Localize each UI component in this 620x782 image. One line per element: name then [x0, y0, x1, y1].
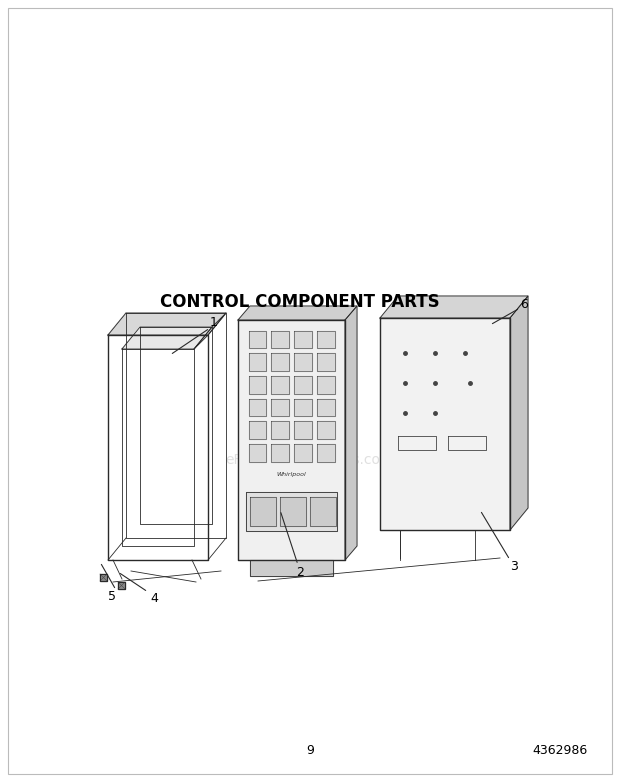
Text: 1: 1 [210, 317, 218, 329]
Polygon shape [100, 574, 107, 581]
Polygon shape [238, 320, 345, 560]
Polygon shape [272, 331, 289, 348]
Polygon shape [345, 306, 357, 560]
Polygon shape [194, 313, 226, 349]
Text: 9: 9 [306, 744, 314, 756]
Polygon shape [311, 497, 336, 526]
Polygon shape [108, 313, 226, 335]
Polygon shape [317, 444, 335, 461]
Polygon shape [122, 349, 194, 546]
Text: eReplacementParts.com: eReplacementParts.com [226, 453, 394, 467]
Polygon shape [294, 376, 312, 393]
Polygon shape [317, 331, 335, 348]
Polygon shape [294, 331, 312, 348]
Polygon shape [118, 582, 125, 589]
Polygon shape [108, 335, 208, 560]
Polygon shape [280, 497, 306, 526]
Polygon shape [294, 421, 312, 439]
Polygon shape [317, 353, 335, 371]
Polygon shape [380, 318, 510, 530]
Polygon shape [317, 421, 335, 439]
Polygon shape [249, 376, 266, 393]
Polygon shape [272, 444, 289, 461]
Polygon shape [249, 353, 266, 371]
Polygon shape [249, 331, 266, 348]
Polygon shape [249, 444, 266, 461]
Text: 2: 2 [296, 565, 304, 579]
Polygon shape [272, 376, 289, 393]
Polygon shape [238, 306, 357, 320]
Polygon shape [294, 353, 312, 371]
Polygon shape [510, 296, 528, 530]
Text: 3: 3 [510, 561, 518, 573]
Text: 5: 5 [108, 590, 116, 604]
Polygon shape [246, 492, 337, 531]
Text: 4362986: 4362986 [533, 744, 588, 756]
Text: 6: 6 [520, 297, 528, 310]
Text: CONTROL COMPONENT PARTS: CONTROL COMPONENT PARTS [160, 293, 440, 311]
Polygon shape [250, 497, 276, 526]
Polygon shape [250, 560, 333, 576]
Polygon shape [272, 353, 289, 371]
Text: Whirlpool: Whirlpool [277, 472, 306, 477]
Polygon shape [317, 399, 335, 416]
Polygon shape [317, 376, 335, 393]
Polygon shape [249, 399, 266, 416]
Polygon shape [249, 421, 266, 439]
Polygon shape [272, 421, 289, 439]
Polygon shape [122, 327, 212, 349]
Text: 4: 4 [150, 591, 158, 604]
Polygon shape [294, 444, 312, 461]
Polygon shape [380, 296, 528, 318]
Polygon shape [272, 399, 289, 416]
Polygon shape [294, 399, 312, 416]
